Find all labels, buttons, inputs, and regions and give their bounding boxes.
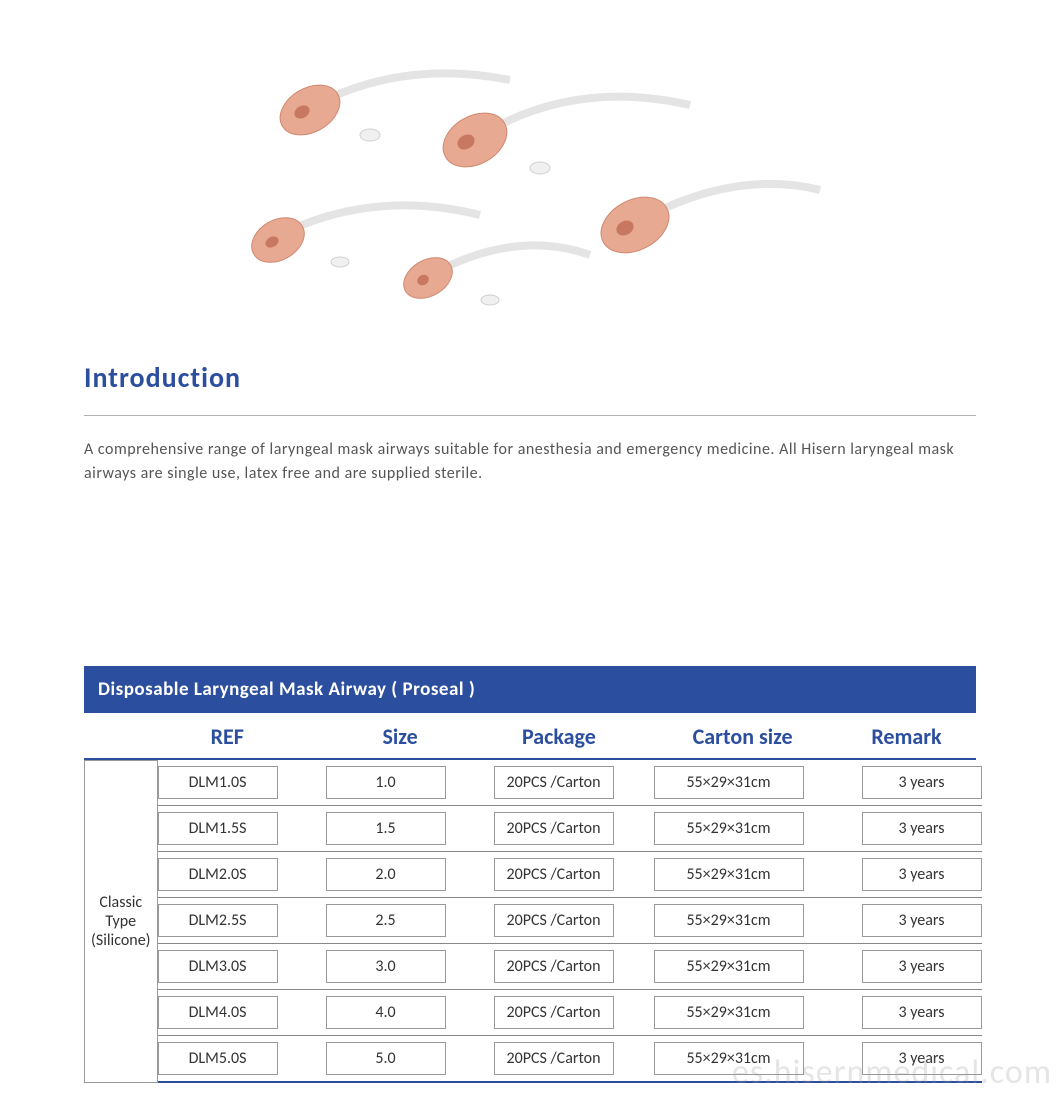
table-column-headers: REF Size Package Carton size Remark: [84, 713, 976, 758]
cell-ref: DLM2.0S: [158, 858, 278, 891]
cell-ref: DLM5.0S: [158, 1042, 278, 1075]
cell-carton: 55×29×31cm: [654, 950, 804, 983]
cell-package: 20PCS /Carton: [494, 766, 614, 799]
col-header-size: Size: [331, 723, 470, 750]
cell-package: 20PCS /Carton: [494, 812, 614, 845]
cell-ref: DLM2.5S: [158, 904, 278, 937]
table-row: DLM2.5S 2.5 20PCS /Carton 55×29×31cm 3 years: [158, 898, 982, 944]
cell-size: 2.0: [326, 858, 446, 891]
table-row: DLM1.5S 1.5 20PCS /Carton 55×29×31cm 3 years: [158, 806, 982, 852]
cell-size: 4.0: [326, 996, 446, 1029]
cell-ref: DLM1.0S: [158, 766, 278, 799]
cell-carton: 55×29×31cm: [654, 904, 804, 937]
cell-remark: 3 years: [862, 812, 982, 845]
col-header-ref: REF: [84, 723, 331, 750]
introduction-title: Introduction: [84, 360, 976, 395]
introduction-text: A comprehensive range of laryngeal mask …: [84, 438, 976, 486]
cell-carton: 55×29×31cm: [654, 858, 804, 891]
table-row: DLM1.0S 1.0 20PCS /Carton 55×29×31cm 3 years: [158, 760, 982, 806]
cell-size: 3.0: [326, 950, 446, 983]
table-body: Classic Type (Silicone) DLM1.0S 1.0 20PCS …: [84, 760, 976, 1083]
cell-package: 20PCS /Carton: [494, 996, 614, 1029]
table-row: DLM2.0S 2.0 20PCS /Carton 55×29×31cm 3 years: [158, 852, 982, 898]
cell-package: 20PCS /Carton: [494, 1042, 614, 1075]
table-title-bar: Disposable Laryngeal Mask Airway ( Prose…: [84, 666, 976, 713]
cell-ref: DLM1.5S: [158, 812, 278, 845]
type-category-cell: Classic Type (Silicone): [84, 760, 158, 1083]
laryngeal-masks-illustration: [230, 40, 830, 320]
cell-remark: 3 years: [862, 950, 982, 983]
col-header-package: Package: [470, 723, 649, 750]
col-header-carton: Carton size: [648, 723, 837, 750]
cell-carton: 55×29×31cm: [654, 766, 804, 799]
table-row: DLM4.0S 4.0 20PCS /Carton 55×29×31cm 3 years: [158, 990, 982, 1036]
cell-size: 5.0: [326, 1042, 446, 1075]
cell-package: 20PCS /Carton: [494, 904, 614, 937]
spec-table-section: Disposable Laryngeal Mask Airway ( Prose…: [0, 486, 1060, 1103]
cell-remark: 3 years: [862, 858, 982, 891]
product-image-area: [0, 0, 1060, 360]
type-label-line2: (Silicone): [91, 931, 151, 950]
cell-remark: 3 years: [862, 904, 982, 937]
cell-size: 1.0: [326, 766, 446, 799]
cell-remark: 3 years: [862, 766, 982, 799]
cell-size: 1.5: [326, 812, 446, 845]
cell-size: 2.5: [326, 904, 446, 937]
cell-ref: DLM4.0S: [158, 996, 278, 1029]
cell-remark: 3 years: [862, 1042, 982, 1075]
cell-carton: 55×29×31cm: [654, 996, 804, 1029]
cell-ref: DLM3.0S: [158, 950, 278, 983]
type-label-line1: Classic Type: [91, 893, 151, 931]
cell-carton: 55×29×31cm: [654, 1042, 804, 1075]
table-row: DLM3.0S 3.0 20PCS /Carton 55×29×31cm 3 years: [158, 944, 982, 990]
title-underline: [84, 415, 976, 416]
col-header-remark: Remark: [837, 723, 976, 750]
table-row: DLM5.0S 5.0 20PCS /Carton 55×29×31cm 3 years: [158, 1036, 982, 1083]
cell-carton: 55×29×31cm: [654, 812, 804, 845]
cell-package: 20PCS /Carton: [494, 950, 614, 983]
cell-package: 20PCS /Carton: [494, 858, 614, 891]
cell-remark: 3 years: [862, 996, 982, 1029]
introduction-section: Introduction A comprehensive range of la…: [0, 360, 1060, 486]
